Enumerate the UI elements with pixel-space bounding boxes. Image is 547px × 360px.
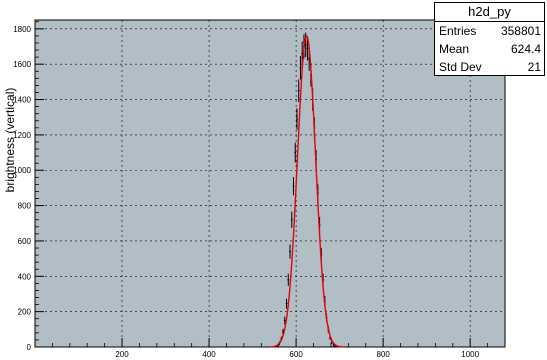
x-tick-label: 400 xyxy=(202,350,216,359)
x-tick-label: 800 xyxy=(376,350,390,359)
x-tick-label: 1000 xyxy=(461,350,479,359)
plot-frame xyxy=(34,19,506,348)
y-tick-label: 200 xyxy=(18,308,32,317)
y-tick-label: 1600 xyxy=(13,60,31,69)
y-tick-label: 600 xyxy=(18,237,32,246)
stats-row-stddev: Std Dev 21 xyxy=(435,58,544,76)
stats-title: h2d_py xyxy=(435,3,544,22)
stats-row-mean: Mean 624.4 xyxy=(435,40,544,58)
y-tick-label: 1200 xyxy=(13,131,31,140)
y-tick-label: 400 xyxy=(18,272,32,281)
y-axis-label: brightness (vertical) xyxy=(3,88,17,193)
axis-ticks xyxy=(34,21,506,348)
stats-box: h2d_py Entries 358801 Mean 624.4 Std Dev… xyxy=(434,2,545,76)
tick-labels: 200 400 600 800 1000 0 200 400 600 800 1000 1200 140… xyxy=(13,25,479,359)
y-tick-label: 1400 xyxy=(13,96,31,105)
stats-row-entries: Entries 358801 xyxy=(435,22,544,40)
x-tick-label: 600 xyxy=(289,350,303,359)
stats-label: Std Dev xyxy=(439,60,482,74)
gaussian-fit-curve xyxy=(269,35,345,348)
x-tick-label: 200 xyxy=(115,350,129,359)
stats-value: 358801 xyxy=(500,24,541,38)
stats-label: Mean xyxy=(439,42,470,56)
stats-value: 624.4 xyxy=(510,42,541,56)
grid-lines xyxy=(35,20,505,347)
y-tick-label: 0 xyxy=(27,343,32,352)
y-tick-label: 1800 xyxy=(13,25,31,34)
stats-label: Entries xyxy=(439,24,477,38)
stats-value: 21 xyxy=(527,60,541,74)
y-tick-label: 800 xyxy=(18,202,32,211)
y-tick-label: 1000 xyxy=(13,166,31,175)
